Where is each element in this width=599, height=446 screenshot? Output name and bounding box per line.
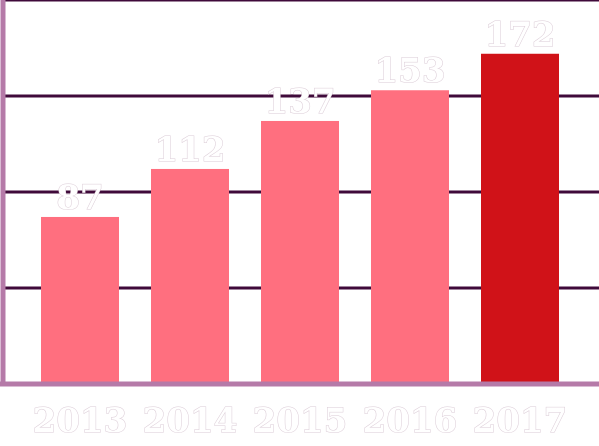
data-labels: 87 112 137 153 172 xyxy=(56,14,556,218)
x-tick-labels: 2013 2014 2015 2016 2017 xyxy=(32,401,568,442)
x-tick-label-2017: 2017 xyxy=(473,401,568,441)
x-tick-label-2016: 2016 xyxy=(363,401,458,441)
bar-2015 xyxy=(261,120,339,385)
bar-2014 xyxy=(151,168,229,384)
bar-2013 xyxy=(41,216,119,384)
data-label-2017: 172 xyxy=(485,15,556,55)
bars xyxy=(41,53,559,385)
data-label-2016: 153 xyxy=(375,51,446,91)
x-tick-label-2015: 2015 xyxy=(253,401,348,441)
data-label-2015: 137 xyxy=(265,82,336,122)
data-label-2014: 112 xyxy=(155,130,226,170)
bar-2017 xyxy=(481,53,559,384)
data-label-2013: 87 xyxy=(56,178,103,218)
x-tick-label-2013: 2013 xyxy=(33,401,128,441)
x-tick-label-2014: 2014 xyxy=(143,401,238,441)
bar-2016 xyxy=(371,90,449,385)
